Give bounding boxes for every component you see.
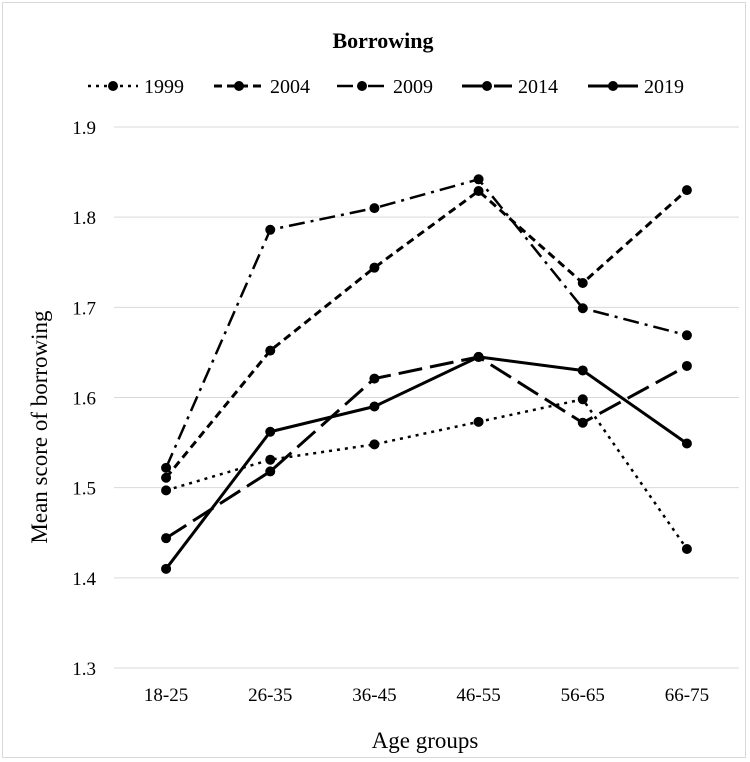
series-line — [164, 188, 688, 479]
y-tick-label: 1.3 — [72, 659, 96, 680]
series-line — [164, 355, 688, 570]
x-tick-label: 56-65 — [561, 685, 605, 706]
y-tick-label: 1.7 — [72, 298, 96, 319]
data-point — [369, 373, 380, 384]
data-point — [265, 224, 276, 235]
series-line — [165, 355, 688, 540]
chart-title: Borrowing — [332, 28, 433, 53]
data-point — [577, 394, 588, 405]
series-2009 — [161, 174, 692, 473]
x-tick-label: 66-75 — [665, 685, 709, 706]
data-point — [161, 472, 172, 483]
data-point — [265, 345, 276, 356]
x-tick-label: 36-45 — [352, 685, 396, 706]
data-point — [577, 417, 588, 428]
legend-item-2009: 2009 — [337, 76, 433, 98]
y-tick-label: 1.8 — [72, 208, 96, 229]
data-point — [577, 365, 588, 376]
data-point — [161, 485, 172, 496]
x-tick-label: 18-25 — [144, 685, 188, 706]
legend-item-2019: 2019 — [588, 76, 684, 98]
legend-marker — [482, 81, 492, 91]
data-point — [265, 426, 276, 437]
data-point — [473, 186, 484, 197]
data-point — [577, 303, 588, 314]
legend-item-2014: 2014 — [462, 76, 558, 98]
legend-item-2004: 2004 — [214, 76, 310, 98]
legend-item-1999: 1999 — [88, 76, 184, 98]
y-axis-ticks: 1.3 1.4 1.5 1.6 1.7 1.8 1.9 — [72, 118, 96, 680]
legend-marker — [234, 81, 244, 91]
legend-label: 2014 — [518, 76, 558, 98]
legend-label: 2004 — [270, 76, 310, 98]
data-point — [265, 454, 276, 465]
legend-label: 2019 — [644, 76, 684, 98]
data-point — [681, 185, 692, 196]
data-point — [265, 466, 276, 477]
legend-marker — [608, 81, 618, 91]
data-point — [161, 563, 172, 574]
x-tick-label: 26-35 — [248, 685, 292, 706]
series-2019 — [161, 351, 692, 574]
data-point — [161, 462, 172, 473]
data-point — [369, 439, 380, 450]
series-line — [164, 178, 688, 469]
series-lines — [161, 174, 692, 574]
legend-marker — [357, 81, 367, 91]
data-point — [369, 262, 380, 273]
legend: 1999 2004 2009 2014 2019 — [88, 76, 684, 98]
legend-marker — [108, 81, 118, 91]
data-point — [681, 438, 692, 449]
y-axis-title: Mean score of borrowing — [27, 310, 52, 544]
data-point — [681, 543, 692, 554]
data-point — [681, 360, 692, 371]
data-point — [473, 351, 484, 362]
data-point — [369, 203, 380, 214]
y-tick-label: 1.5 — [72, 479, 96, 500]
series-1999 — [161, 394, 692, 554]
data-point — [577, 277, 588, 288]
legend-label: 1999 — [144, 76, 184, 98]
data-point — [681, 330, 692, 341]
data-point — [473, 416, 484, 427]
series-line — [165, 398, 688, 550]
y-tick-label: 1.4 — [72, 569, 96, 590]
data-point — [473, 174, 484, 185]
x-tick-label: 46-55 — [456, 685, 500, 706]
x-axis-ticks: 18-25 26-35 36-45 46-55 56-65 66-75 — [144, 685, 709, 706]
data-point — [161, 533, 172, 544]
data-point — [369, 401, 380, 412]
legend-label: 2009 — [393, 76, 433, 98]
gridlines — [114, 126, 739, 669]
y-tick-label: 1.9 — [72, 118, 96, 139]
x-axis-title: Age groups — [372, 728, 479, 753]
y-tick-label: 1.6 — [72, 389, 96, 410]
series-2004 — [161, 185, 692, 483]
